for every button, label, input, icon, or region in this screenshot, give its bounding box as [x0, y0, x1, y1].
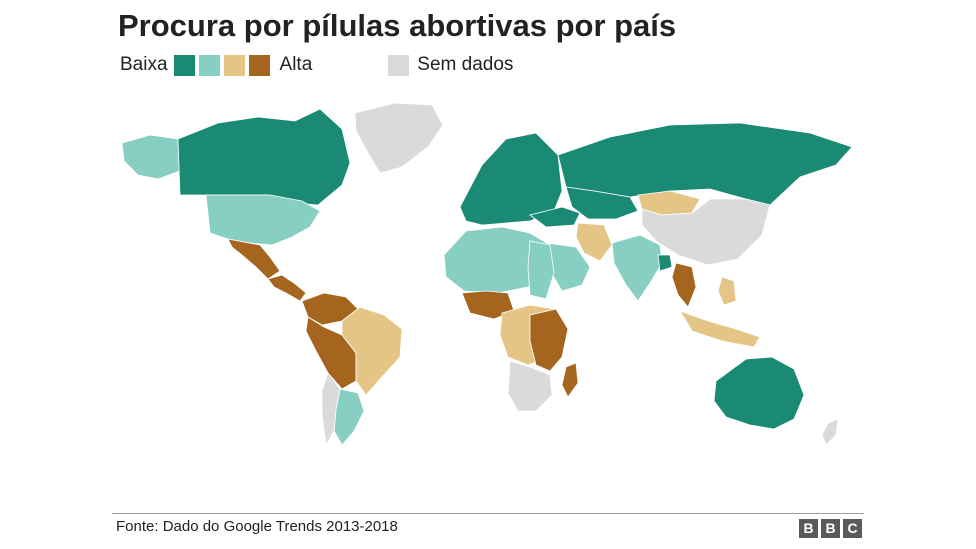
region-india	[611, 234, 663, 302]
legend-no-data-label: Sem dados	[417, 54, 514, 75]
bbc-logo-letter: B	[799, 519, 818, 538]
region-madagascar	[561, 362, 579, 398]
legend-swatch-level-4	[248, 54, 270, 76]
legend-swatch-level-1	[173, 54, 195, 76]
world-map	[121, 102, 853, 447]
region-iran	[575, 222, 613, 262]
legend-swatch-level-2	[198, 54, 220, 76]
region-western-europe	[459, 132, 563, 226]
region-australia	[713, 356, 805, 430]
region-new-zealand	[821, 418, 839, 446]
region-canada	[177, 108, 351, 206]
legend: Baixa Alta Sem dados	[120, 54, 513, 76]
region-united-states	[205, 194, 321, 246]
region-chile	[321, 372, 341, 447]
region-kazakhstan	[565, 186, 639, 220]
bbc-logo: B B C	[796, 519, 862, 538]
region-bangladesh	[657, 254, 673, 272]
legend-high-label: Alta	[279, 54, 313, 75]
region-brazil	[341, 306, 403, 396]
region-indonesia	[679, 310, 761, 348]
region-philippines	[717, 276, 737, 306]
region-china	[641, 198, 771, 266]
legend-swatch-level-3	[223, 54, 245, 76]
region-thailand	[671, 262, 697, 308]
source-note: Fonte: Dado do Google Trends 2013-2018	[116, 518, 398, 535]
footer-divider	[112, 513, 864, 514]
region-central-america	[267, 274, 307, 302]
bbc-logo-letter: B	[821, 519, 840, 538]
region-greenland	[354, 102, 444, 174]
legend-swatch-no-data	[388, 54, 410, 76]
bbc-logo-letter: C	[843, 519, 862, 538]
region-turkey	[529, 206, 581, 228]
region-egypt-sudan	[527, 240, 555, 300]
region-alaska	[121, 134, 181, 180]
region-southern-africa	[507, 360, 553, 412]
legend-low-label: Baixa	[120, 54, 168, 75]
region-peru-bolivia	[305, 316, 357, 390]
map-title: Procura por pílulas abortivas por país	[118, 8, 677, 43]
region-east-africa	[529, 308, 569, 372]
